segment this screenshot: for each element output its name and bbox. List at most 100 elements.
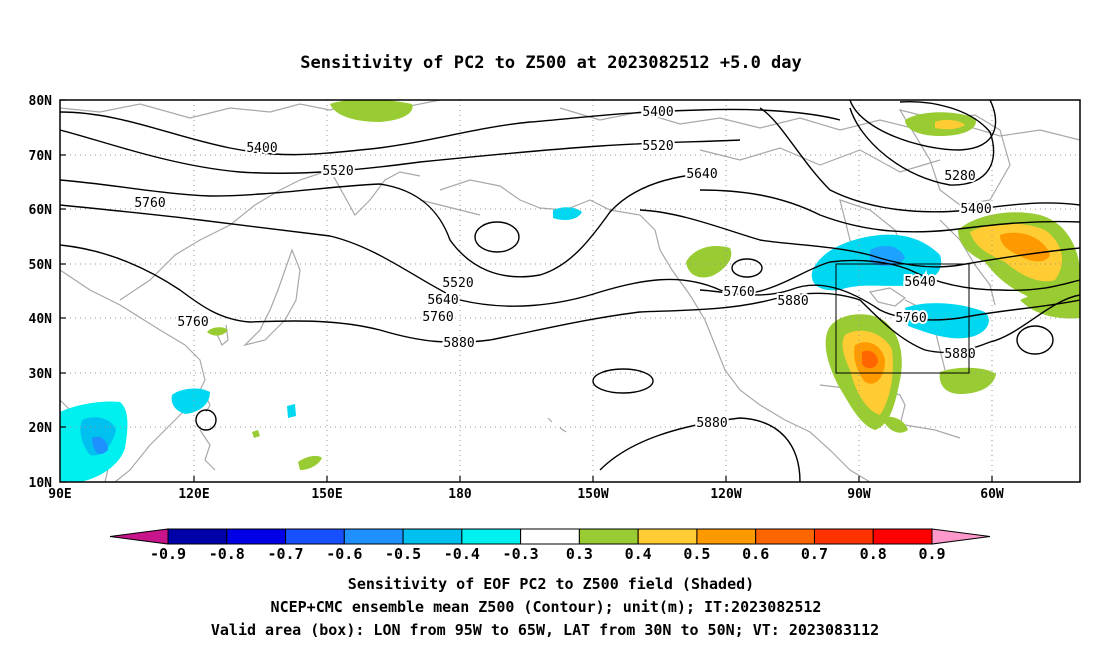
- shade-positive-alaska: [686, 245, 732, 278]
- contour-5640-main: [60, 173, 701, 278]
- shade-positive-arctic: [330, 100, 413, 122]
- colorbar-swatch: [755, 528, 815, 545]
- colorbar-swatch: [226, 528, 287, 545]
- shade-negative-taiwan: [171, 388, 210, 414]
- colorbar-tick-label: 0.9: [918, 545, 945, 563]
- colorbar-swatch: [285, 528, 345, 545]
- contour-low-nw: [731, 258, 763, 278]
- lat-label: 20N: [29, 421, 53, 436]
- colorbar-tick-label: -0.6: [326, 545, 362, 563]
- caption: Sensitivity of EOF PC2 to Z500 field (Sh…: [211, 575, 879, 639]
- longitude-labels: 90E 120E 150E 180 150W 120W 90W 60W: [48, 487, 1004, 502]
- shade-negative-bering: [553, 207, 582, 220]
- colorbar-swatch: [520, 528, 580, 545]
- contour-label: 5880: [777, 294, 808, 309]
- colorbar-swatch: [578, 528, 639, 545]
- map-panel: 5400 5400 5520 5520 5640 5760 5280 5400 …: [29, 94, 1081, 502]
- contour-label: 5640: [686, 167, 717, 182]
- contour-5400-west: [60, 108, 841, 156]
- lon-label: 180: [448, 487, 472, 502]
- colorbar-swatch: [461, 528, 522, 545]
- contour-label: 5280: [944, 169, 975, 184]
- colorbar-swatch: [343, 528, 404, 545]
- lat-label: 50N: [29, 258, 53, 273]
- lon-label: 90E: [48, 487, 71, 502]
- caption-line-3: Valid area (box): LON from 95W to 65W, L…: [211, 621, 879, 639]
- caption-line-1: Sensitivity of EOF PC2 to Z500 field (Sh…: [348, 575, 754, 593]
- colorbar-arrow-low: [109, 528, 169, 545]
- contour-5640-east: [639, 209, 1080, 268]
- colorbar-tick-label: -0.4: [444, 545, 480, 563]
- shade-negative-southeast-asia-deep: [92, 436, 108, 454]
- lat-label: 80N: [29, 94, 53, 109]
- contour-5400-top: [849, 100, 997, 151]
- shade-positive-greenland-core: [935, 119, 965, 130]
- contour-low-bering: [474, 221, 520, 253]
- contour-5280-greenland: [849, 101, 995, 186]
- colorbar-tick-label: -0.3: [503, 545, 539, 563]
- caption-line-2: NCEP+CMC ensemble mean Z500 (Contour); u…: [271, 598, 822, 616]
- lon-label: 90W: [847, 487, 871, 502]
- map-background: [60, 100, 1080, 482]
- colorbar-tick-label: 0.7: [801, 545, 828, 563]
- lat-label: 60N: [29, 203, 53, 218]
- axis-ticks: [60, 99, 993, 483]
- contour-5520-west: [60, 129, 741, 174]
- contour-label: 5760: [177, 315, 208, 330]
- colorbar-tick-label: 0.3: [566, 545, 593, 563]
- contour-label: 5520: [442, 276, 473, 291]
- lon-label: 120E: [178, 487, 209, 502]
- colorbar-tick-label: -0.8: [209, 545, 245, 563]
- shade-negative-pacific: [287, 404, 296, 418]
- colorbar-swatch: [813, 528, 874, 545]
- contour-label: 5880: [696, 416, 727, 431]
- lat-label: 70N: [29, 149, 53, 164]
- contour-label: 5760: [895, 311, 926, 326]
- latitude-labels: 80N 70N 60N 50N 40N 30N 20N 10N: [29, 94, 53, 491]
- colorbar-tick-label: -0.7: [267, 545, 303, 563]
- colorbar-swatch: [637, 528, 698, 545]
- contour-label: 5760: [723, 285, 754, 300]
- lat-label: 40N: [29, 312, 53, 327]
- colorbar-tick-label: -0.9: [150, 545, 186, 563]
- colorbar-tick-label: 0.4: [625, 545, 652, 563]
- shade-positive-korea: [207, 327, 228, 336]
- contour-label: 5520: [642, 139, 673, 154]
- lon-label: 150E: [311, 487, 342, 502]
- contour-taiwan: [195, 409, 217, 431]
- shade-positive-southeast-core: [862, 350, 878, 369]
- colorbar-tick-label: 0.6: [742, 545, 769, 563]
- valid-area-box: [835, 263, 970, 374]
- contour-label: 5400: [642, 105, 673, 120]
- colorbar-tick-label: 0.8: [860, 545, 887, 563]
- contour-5760-main: [60, 204, 1080, 307]
- lon-label: 120W: [710, 487, 741, 502]
- shade-positive-caribbean: [882, 416, 908, 433]
- colorbar-arrow-high: [931, 528, 991, 545]
- contour-5520-east: [699, 189, 1080, 233]
- contour-label: 5640: [427, 293, 458, 308]
- lat-label: 10N: [29, 476, 53, 491]
- shade-positive-atlantic-high: [1000, 232, 1050, 262]
- shade-negative-northeast: [905, 303, 989, 339]
- lon-label: 150W: [577, 487, 608, 502]
- contour-5880-south: [599, 417, 801, 482]
- contour-label: 5400: [246, 141, 277, 156]
- contour-5400-east: [759, 107, 1080, 213]
- colorbar-swatch: [696, 528, 757, 545]
- map-frame: [59, 99, 1081, 483]
- sensitivity-shading: [60, 100, 1080, 482]
- contour-label: 5880: [443, 336, 474, 351]
- graticule: [60, 100, 1080, 482]
- contour-label: 5400: [960, 202, 991, 217]
- shade-negative-core: [870, 245, 905, 267]
- contour-label: 5880: [944, 347, 975, 362]
- colorbar-swatch: [402, 528, 463, 545]
- contour-high-atlantic: [1016, 325, 1054, 355]
- z500-contours: [60, 100, 1080, 482]
- lon-label: 60W: [980, 487, 1004, 502]
- contour-5760-east: [699, 284, 1080, 321]
- shade-positive-pacific: [298, 455, 322, 470]
- shade-positive-atlantic-south: [939, 367, 996, 394]
